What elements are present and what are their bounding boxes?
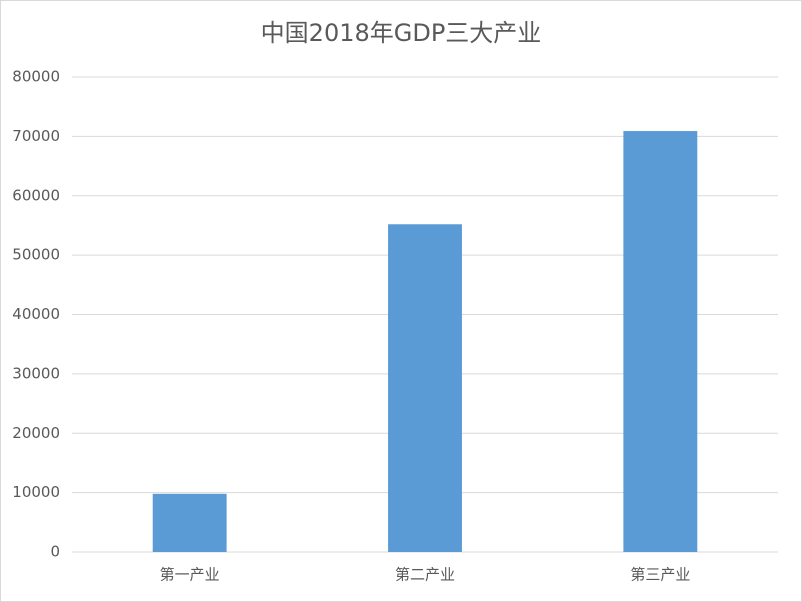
x-tick-label: 第一产业 <box>160 566 220 584</box>
y-tick-label: 60000 <box>12 186 60 204</box>
bar <box>623 131 698 552</box>
chart-title: 中国2018年GDP三大产业 <box>261 19 542 47</box>
y-tick-label: 30000 <box>12 364 60 382</box>
x-tick-label: 第三产业 <box>630 566 690 584</box>
bar <box>152 493 227 552</box>
y-tick-label: 20000 <box>12 424 60 442</box>
bar <box>388 224 462 552</box>
y-tick-label: 40000 <box>12 305 60 323</box>
y-tick-label: 70000 <box>12 127 60 145</box>
y-tick-label: 10000 <box>12 483 60 501</box>
y-tick-label: 0 <box>50 543 60 561</box>
y-tick-label: 50000 <box>12 246 60 264</box>
x-tick-label: 第二产业 <box>395 566 455 584</box>
y-tick-label: 80000 <box>12 68 60 86</box>
